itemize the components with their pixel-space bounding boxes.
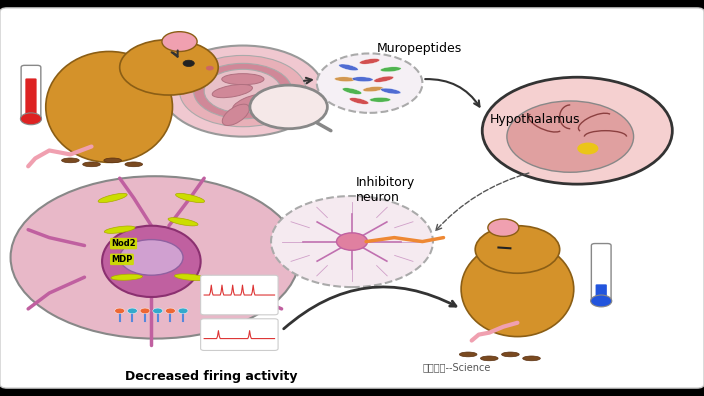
FancyBboxPatch shape [596,284,607,302]
Ellipse shape [104,158,122,163]
Circle shape [475,226,560,273]
FancyBboxPatch shape [21,65,41,121]
Ellipse shape [222,74,264,85]
Circle shape [206,66,213,70]
Ellipse shape [104,226,135,233]
Ellipse shape [461,242,574,337]
Circle shape [11,176,299,339]
Circle shape [488,219,519,236]
Circle shape [482,77,672,184]
FancyBboxPatch shape [591,244,611,303]
Ellipse shape [83,162,101,167]
Ellipse shape [522,356,541,361]
Ellipse shape [501,352,519,357]
Ellipse shape [175,193,205,203]
Text: MDP: MDP [111,255,132,264]
Text: Inhibitory
neuron: Inhibitory neuron [356,176,415,204]
Circle shape [120,240,183,275]
Ellipse shape [381,88,401,94]
Circle shape [162,46,324,137]
Text: Nod2: Nod2 [111,239,136,248]
Circle shape [271,196,433,287]
Circle shape [337,233,367,250]
Circle shape [120,40,218,95]
Circle shape [20,113,42,125]
Circle shape [591,295,612,307]
Text: Muropeptides: Muropeptides [377,42,462,55]
Text: 图片来源--Science: 图片来源--Science [422,362,491,372]
FancyBboxPatch shape [25,78,37,120]
Ellipse shape [125,162,142,167]
Ellipse shape [342,88,362,94]
Ellipse shape [222,104,249,126]
Ellipse shape [168,218,198,226]
Ellipse shape [62,158,79,163]
Ellipse shape [46,51,172,162]
Circle shape [577,143,598,154]
Ellipse shape [370,97,391,102]
Circle shape [507,101,634,172]
Text: Hypothalamus: Hypothalamus [489,113,580,126]
Circle shape [194,63,292,119]
Circle shape [140,308,150,314]
Circle shape [178,308,188,314]
Ellipse shape [111,274,142,280]
Ellipse shape [460,352,477,357]
Ellipse shape [175,274,206,280]
Ellipse shape [363,86,384,92]
Ellipse shape [98,193,127,203]
FancyBboxPatch shape [201,275,278,315]
Ellipse shape [212,84,253,98]
Ellipse shape [359,59,380,64]
FancyBboxPatch shape [201,319,278,350]
Circle shape [115,308,125,314]
Ellipse shape [349,98,369,104]
Ellipse shape [374,76,394,82]
Circle shape [250,85,327,129]
Ellipse shape [102,226,201,297]
Text: Decreased firing activity: Decreased firing activity [125,370,298,383]
Circle shape [162,32,197,51]
Ellipse shape [339,64,358,70]
Ellipse shape [334,77,356,82]
Ellipse shape [232,94,268,112]
Ellipse shape [380,67,401,72]
Circle shape [180,55,306,127]
Circle shape [165,308,175,314]
Ellipse shape [352,77,373,82]
FancyBboxPatch shape [0,8,704,388]
Circle shape [183,60,194,67]
Ellipse shape [480,356,498,361]
Circle shape [204,69,282,113]
Circle shape [317,53,422,113]
Circle shape [153,308,163,314]
Circle shape [127,308,137,314]
